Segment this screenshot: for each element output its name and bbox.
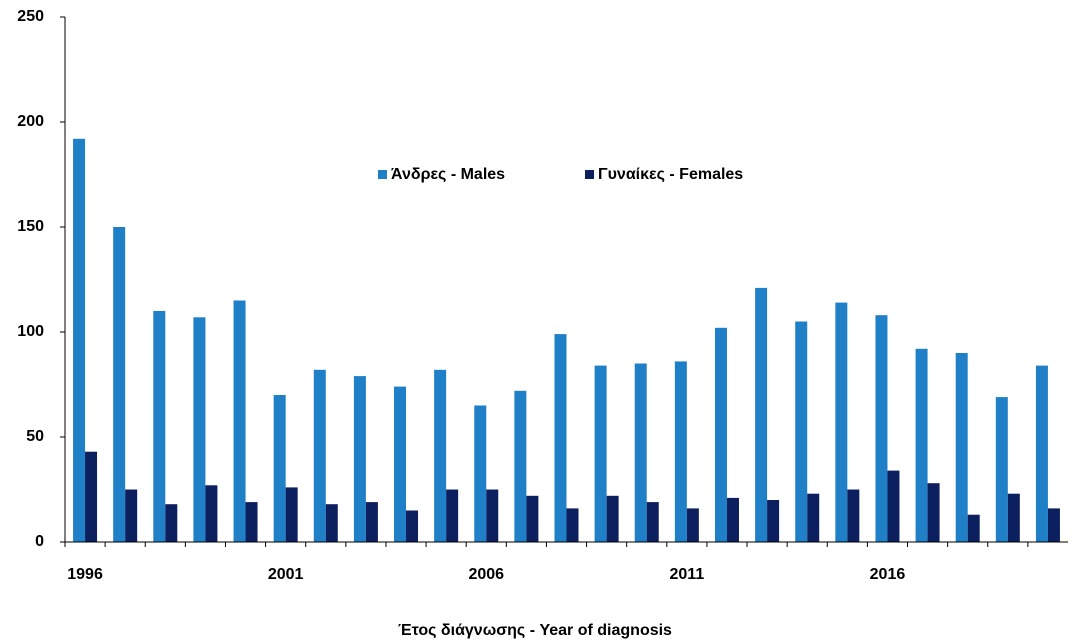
x-tick-label: 2011 xyxy=(670,566,705,583)
legend-swatch xyxy=(378,170,387,179)
bar xyxy=(1047,508,1060,542)
x-tick-label: 2016 xyxy=(870,566,906,583)
bar xyxy=(566,508,579,542)
bar xyxy=(474,405,487,542)
bar xyxy=(313,369,326,542)
bar xyxy=(113,227,126,542)
bar xyxy=(165,504,178,542)
bar xyxy=(726,497,739,542)
bar xyxy=(875,315,888,542)
bar xyxy=(394,386,407,542)
bar xyxy=(594,365,607,542)
legend-label: Γυναίκες - Females xyxy=(598,166,743,183)
bar xyxy=(85,451,98,542)
x-axis-title: Έτος διάγνωσης - Year of diagnosis xyxy=(398,622,672,639)
y-tick-label: 100 xyxy=(17,323,44,340)
bar xyxy=(233,300,246,542)
bar xyxy=(193,317,206,542)
x-tick-label: 2006 xyxy=(468,566,504,583)
bar xyxy=(646,502,659,542)
bar xyxy=(325,504,338,542)
bar xyxy=(634,363,647,542)
bar xyxy=(795,321,808,542)
bar xyxy=(1035,365,1048,542)
bar xyxy=(1007,493,1020,542)
x-tick-label: 1996 xyxy=(67,566,103,583)
bar xyxy=(406,510,419,542)
bar xyxy=(365,502,378,542)
bar xyxy=(915,348,928,542)
bar xyxy=(606,495,619,542)
bar xyxy=(153,311,166,542)
bar xyxy=(674,361,687,542)
bar xyxy=(554,334,567,542)
bar xyxy=(446,489,459,542)
bar xyxy=(927,483,940,542)
legend-swatch xyxy=(585,170,594,179)
y-tick-label: 50 xyxy=(26,428,44,445)
bar xyxy=(847,489,860,542)
bar xyxy=(955,353,968,542)
bar xyxy=(273,395,286,542)
y-tick-label: 250 xyxy=(17,8,44,25)
y-tick-label: 200 xyxy=(17,113,44,130)
bar xyxy=(285,487,298,542)
bar xyxy=(807,493,820,542)
bar xyxy=(714,327,727,542)
y-tick-label: 150 xyxy=(17,218,44,235)
bar xyxy=(486,489,499,542)
bar xyxy=(245,502,258,542)
x-tick-label: 2001 xyxy=(268,566,304,583)
bar xyxy=(967,514,980,542)
legend-label: Άνδρες - Males xyxy=(391,166,505,183)
bar xyxy=(353,376,366,542)
bar xyxy=(755,287,768,542)
bar xyxy=(526,495,539,542)
bar xyxy=(835,302,848,542)
bar xyxy=(887,470,900,542)
y-tick-label: 0 xyxy=(35,533,44,550)
bar xyxy=(686,508,699,542)
bar xyxy=(767,500,780,542)
bar xyxy=(125,489,138,542)
bar xyxy=(995,397,1008,542)
bar xyxy=(434,369,447,542)
bar xyxy=(514,390,527,542)
bar xyxy=(73,138,86,543)
bar xyxy=(205,485,218,542)
